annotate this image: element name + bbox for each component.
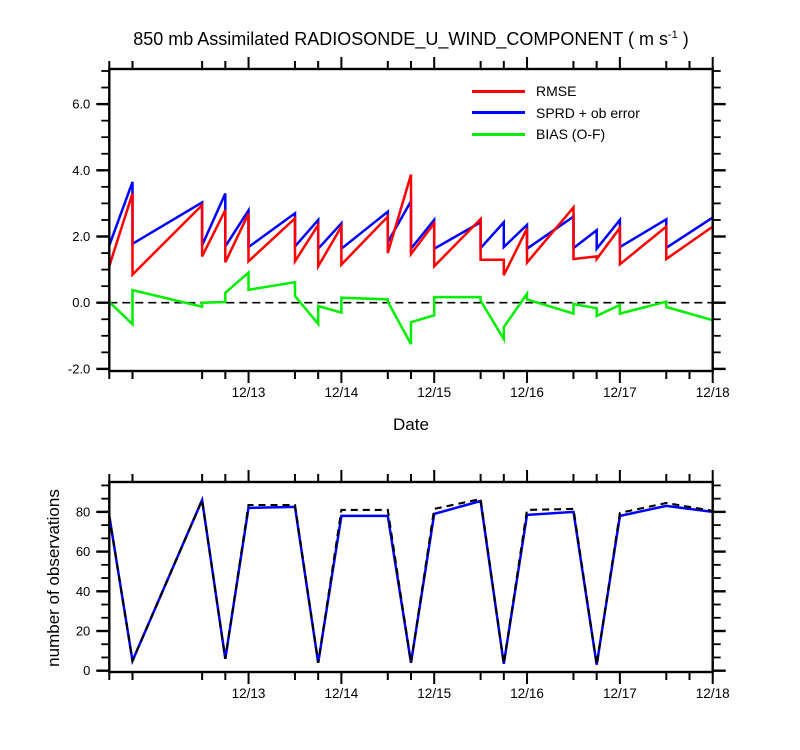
observations-possible-line <box>108 496 713 665</box>
y-tick-label: 0 <box>83 663 90 678</box>
y-tick-label: -2.0 <box>68 361 90 376</box>
date-tick-label: 12/18 <box>696 385 730 400</box>
legend-row: SPRD + ob error <box>472 104 640 122</box>
y-tick-label: 4.0 <box>72 163 90 178</box>
y-tick-label: 60 <box>76 544 90 559</box>
bottom-panel: 0 20 40 60 80 12/13 12/14 12/15 12/16 12/17 12/18 <box>76 470 730 701</box>
x-axis-title: Date <box>393 415 429 434</box>
legend-line-swatch <box>472 111 525 114</box>
date-tick-label: 12/15 <box>417 385 451 400</box>
chart-title-superscript: -1 <box>668 29 678 41</box>
legend-line-swatch <box>472 132 525 136</box>
top-y-ticks: -2.0 0.0 2.0 4.0 6.0 <box>68 70 726 376</box>
date-tick-label: 12/17 <box>603 385 637 400</box>
date-tick-label: 12/16 <box>510 385 544 400</box>
date-tick-label: 12/14 <box>324 385 358 400</box>
date-tick-label: 12/18 <box>696 686 730 701</box>
rmse-line <box>108 174 714 278</box>
top-panel: -2.0 0.0 2.0 4.0 6.0 12/13 12/14 12/15 12/16 12/1… <box>68 57 730 400</box>
y-tick-label: 40 <box>76 584 90 599</box>
chart-title-suffix: ) <box>677 29 689 49</box>
legend-row: BIAS (O-F) <box>472 125 605 143</box>
date-tick-label: 12/14 <box>324 686 358 701</box>
y-tick-label: 0.0 <box>72 295 90 310</box>
top-x-ticks <box>108 57 714 383</box>
date-tick-label: 12/15 <box>417 686 451 701</box>
y-tick-label: 20 <box>76 624 90 639</box>
bottom-frame <box>108 480 714 674</box>
y-tick-label: 2.0 <box>72 229 90 244</box>
bottom-y-axis-title: number of observations <box>44 489 63 667</box>
legend-row: RMSE <box>472 82 576 100</box>
chart-title: 850 mb Assimilated RADIOSONDE_U_WIND_COM… <box>61 29 761 50</box>
legend-line-swatch <box>472 89 525 93</box>
date-tick-label: 12/13 <box>232 385 266 400</box>
y-tick-label: 6.0 <box>72 97 90 112</box>
date-tick-label: 12/16 <box>510 686 544 701</box>
date-tick-label: 12/13 <box>232 686 266 701</box>
y-tick-label: 80 <box>76 504 90 519</box>
observations-used-line <box>108 495 713 666</box>
bias-o-f--line <box>108 269 714 345</box>
date-tick-label: 12/17 <box>603 686 637 701</box>
bottom-x-ticks <box>108 470 714 684</box>
legend-label: SPRD + ob error <box>536 104 640 121</box>
chart-title-text: 850 mb Assimilated RADIOSONDE_U_WIND_COM… <box>133 29 668 49</box>
legend-label: RMSE <box>536 83 577 99</box>
bottom-y-ticks: 0 20 40 60 80 <box>76 484 726 678</box>
legend-label: BIAS (O-F) <box>536 126 606 142</box>
top-frame <box>108 67 714 373</box>
